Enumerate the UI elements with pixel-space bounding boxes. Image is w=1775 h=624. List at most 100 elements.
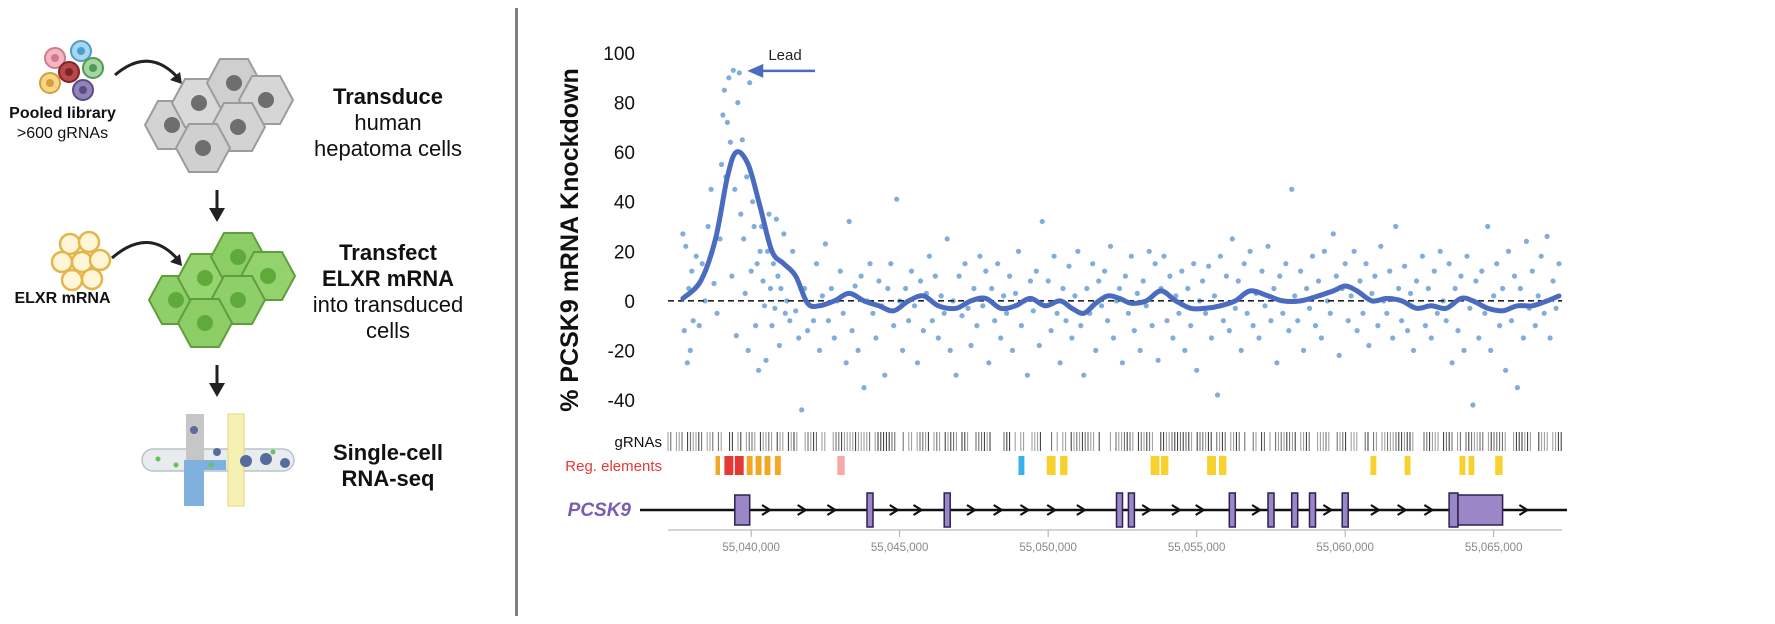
data-point bbox=[1538, 253, 1544, 259]
data-point bbox=[1119, 360, 1125, 366]
data-point bbox=[727, 139, 734, 145]
data-point bbox=[1280, 310, 1286, 316]
data-point bbox=[849, 328, 855, 334]
data-point bbox=[735, 100, 741, 106]
workflow-illustration bbox=[39, 40, 297, 507]
data-point bbox=[763, 357, 769, 363]
data-point bbox=[739, 137, 745, 143]
data-point bbox=[689, 268, 695, 274]
data-point bbox=[1390, 335, 1396, 341]
data-point bbox=[717, 236, 723, 242]
data-point bbox=[971, 285, 977, 292]
y-tick-label: 40 bbox=[614, 193, 635, 214]
reg-element-yellow bbox=[1459, 456, 1466, 475]
data-point bbox=[1102, 268, 1108, 274]
x-tick-label: 55,055,000 bbox=[1168, 542, 1226, 554]
data-point bbox=[1146, 248, 1152, 254]
data-point bbox=[1036, 342, 1042, 349]
data-point bbox=[1514, 385, 1520, 391]
data-point bbox=[885, 285, 891, 292]
x-tick-label: 55,040,000 bbox=[722, 542, 780, 554]
data-point bbox=[1030, 308, 1036, 314]
strand-arrow-icon bbox=[1322, 504, 1334, 516]
data-point bbox=[1143, 303, 1149, 309]
data-point bbox=[680, 231, 686, 237]
data-point bbox=[1286, 328, 1292, 334]
data-point bbox=[1045, 278, 1051, 284]
workflow-panel: Pooled library >600 gRNAs ELXR mRNA Tran… bbox=[0, 0, 515, 624]
data-point bbox=[1541, 310, 1547, 316]
elxr-mrna-text: ELXR mRNA bbox=[14, 290, 111, 307]
data-point bbox=[1488, 347, 1494, 353]
data-point bbox=[1048, 328, 1054, 334]
data-point bbox=[1039, 218, 1045, 225]
data-point bbox=[941, 310, 947, 316]
data-point bbox=[1384, 310, 1390, 316]
data-point bbox=[1161, 253, 1167, 259]
y-axis-label: % PCSK9 mRNA Knockdown bbox=[556, 68, 584, 412]
data-point bbox=[1054, 310, 1060, 316]
data-point bbox=[760, 278, 766, 284]
exon bbox=[1267, 492, 1275, 528]
data-point bbox=[1336, 352, 1342, 358]
y-tick-label: 0 bbox=[624, 292, 635, 313]
data-point bbox=[693, 253, 699, 259]
reg-element-red bbox=[734, 456, 744, 475]
data-point bbox=[1494, 261, 1500, 267]
data-point bbox=[1292, 293, 1298, 299]
data-point bbox=[1437, 248, 1443, 254]
data-point bbox=[1289, 186, 1295, 192]
data-point bbox=[1467, 305, 1473, 311]
step-transduce-title: Transduce bbox=[332, 84, 444, 109]
data-point bbox=[1274, 360, 1280, 366]
data-point bbox=[917, 278, 924, 284]
data-point bbox=[882, 372, 888, 378]
data-point bbox=[1532, 323, 1538, 329]
data-point bbox=[828, 285, 835, 292]
data-point bbox=[1301, 347, 1307, 353]
exon bbox=[1127, 492, 1136, 528]
data-point bbox=[1191, 261, 1197, 267]
data-point bbox=[1298, 268, 1304, 274]
data-point bbox=[1015, 248, 1022, 254]
data-point bbox=[766, 211, 772, 217]
data-point bbox=[894, 196, 900, 202]
exon bbox=[1457, 494, 1504, 526]
data-point bbox=[1185, 285, 1191, 292]
data-point bbox=[980, 303, 986, 309]
data-point bbox=[1110, 335, 1117, 341]
exon bbox=[1341, 492, 1349, 528]
data-point bbox=[1508, 318, 1515, 324]
data-point bbox=[1250, 323, 1256, 329]
y-tick-label: 20 bbox=[614, 242, 635, 263]
data-point bbox=[1387, 268, 1393, 274]
data-point bbox=[1464, 253, 1470, 259]
data-point bbox=[1122, 273, 1128, 279]
data-point bbox=[1402, 263, 1408, 269]
step-transfect-line2: cells bbox=[365, 318, 410, 343]
data-point bbox=[1214, 392, 1221, 398]
reg-elements-label: Reg. elements bbox=[565, 458, 662, 475]
data-point bbox=[690, 318, 696, 324]
data-point bbox=[1007, 273, 1013, 279]
data-point bbox=[944, 236, 950, 242]
data-point bbox=[974, 323, 980, 329]
strand-arrow-icon bbox=[1251, 504, 1263, 516]
y-tick-label: -20 bbox=[608, 341, 635, 362]
data-point bbox=[1369, 290, 1375, 296]
data-point bbox=[1470, 402, 1476, 408]
data-point bbox=[843, 360, 849, 366]
reg-element-yellow bbox=[1060, 456, 1068, 475]
annotation-arrow-head bbox=[747, 63, 764, 78]
data-point bbox=[1419, 253, 1425, 259]
reg-element-orange bbox=[764, 456, 771, 475]
data-point bbox=[876, 278, 882, 284]
data-point bbox=[1556, 261, 1562, 267]
data-point bbox=[1004, 310, 1010, 316]
data-point bbox=[1309, 253, 1316, 259]
exon bbox=[1115, 492, 1124, 528]
data-point bbox=[754, 261, 760, 267]
data-point bbox=[1265, 243, 1271, 249]
data-point bbox=[776, 342, 783, 349]
